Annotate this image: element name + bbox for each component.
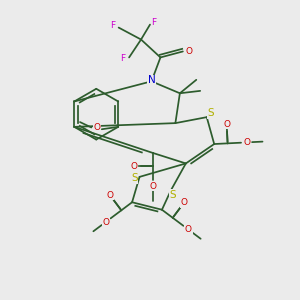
Text: S: S [131,173,138,183]
Text: O: O [106,190,113,200]
Text: S: S [169,190,176,200]
Text: N: N [148,75,155,85]
Text: O: O [223,120,230,129]
Text: O: O [181,198,188,207]
Text: F: F [110,21,116,30]
Text: O: O [149,182,157,190]
Text: O: O [186,47,193,56]
Text: F: F [121,53,126,62]
Text: O: O [130,162,137,171]
Text: O: O [185,225,192,234]
Text: O: O [94,123,100,132]
Text: F: F [152,18,157,27]
Text: O: O [244,138,251,147]
Text: S: S [208,108,214,118]
Text: O: O [102,218,109,226]
